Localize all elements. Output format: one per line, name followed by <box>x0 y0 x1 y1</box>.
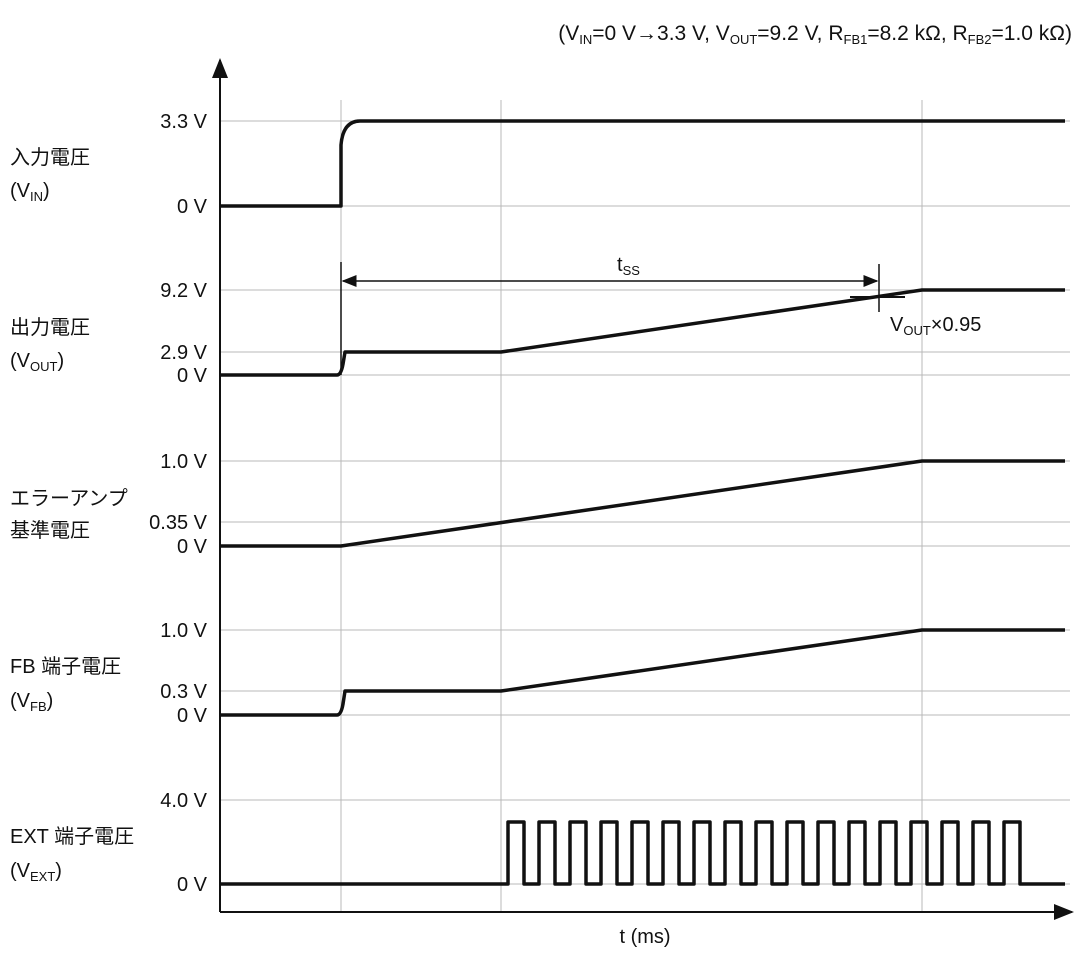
fb-waveform <box>220 628 1065 717</box>
ref-waveform <box>220 459 1065 548</box>
condition-text: (VIN=0 V→3.3 V, VOUT=9.2 V, RFB1=8.2 kΩ,… <box>558 22 1072 47</box>
ref-name: エラーアンプ <box>10 488 128 510</box>
tick-vin-high: 3.3 V <box>160 111 207 133</box>
tick-vout-low: 0 V <box>177 365 208 387</box>
ext-waveform <box>220 820 1065 886</box>
tick-vin-low: 0 V <box>177 196 208 218</box>
tick-ref-high: 1.0 V <box>160 451 207 473</box>
tick-fb-high: 1.0 V <box>160 620 207 642</box>
tss-label: tSS <box>617 254 640 278</box>
tick-ref-low: 0 V <box>177 536 208 558</box>
vout-symbol: (VOUT) <box>10 350 64 374</box>
fb-symbol: (VFB) <box>10 690 53 714</box>
tick-ref-mid: 0.35 V <box>149 512 207 534</box>
waveforms <box>220 119 1065 886</box>
tick-ext-low: 0 V <box>177 874 208 896</box>
fb-name: FB 端子電圧 <box>10 655 121 678</box>
tick-ext-high: 4.0 V <box>160 790 207 812</box>
tick-fb-low: 0 V <box>177 705 208 727</box>
x-axis-label: t (ms) <box>619 926 670 948</box>
tick-vout-mid: 2.9 V <box>160 342 207 364</box>
vin-symbol: (VIN) <box>10 180 50 204</box>
vin-waveform <box>220 119 1065 208</box>
signal-names: 入力電圧 (VIN) 出力電圧 (VOUT) エラーアンプ 基準電圧 FB 端子… <box>10 146 134 884</box>
ext-symbol: (VEXT) <box>10 860 62 884</box>
vout95-label: VOUT×0.95 <box>890 314 981 338</box>
grid-lines <box>220 100 1070 912</box>
tss-annotation: tSS VOUT×0.95 <box>340 254 981 375</box>
vout-name: 出力電圧 <box>10 316 90 339</box>
ext-name: EXT 端子電圧 <box>10 825 134 848</box>
ref-name-2: 基準電圧 <box>10 519 90 542</box>
tick-fb-mid: 0.3 V <box>160 681 207 703</box>
tick-vout-high: 9.2 V <box>160 280 207 302</box>
tick-labels: 3.3 V 0 V 9.2 V 2.9 V 0 V 1.0 V 0.35 V 0… <box>149 111 207 896</box>
vin-name: 入力電圧 <box>10 146 90 169</box>
